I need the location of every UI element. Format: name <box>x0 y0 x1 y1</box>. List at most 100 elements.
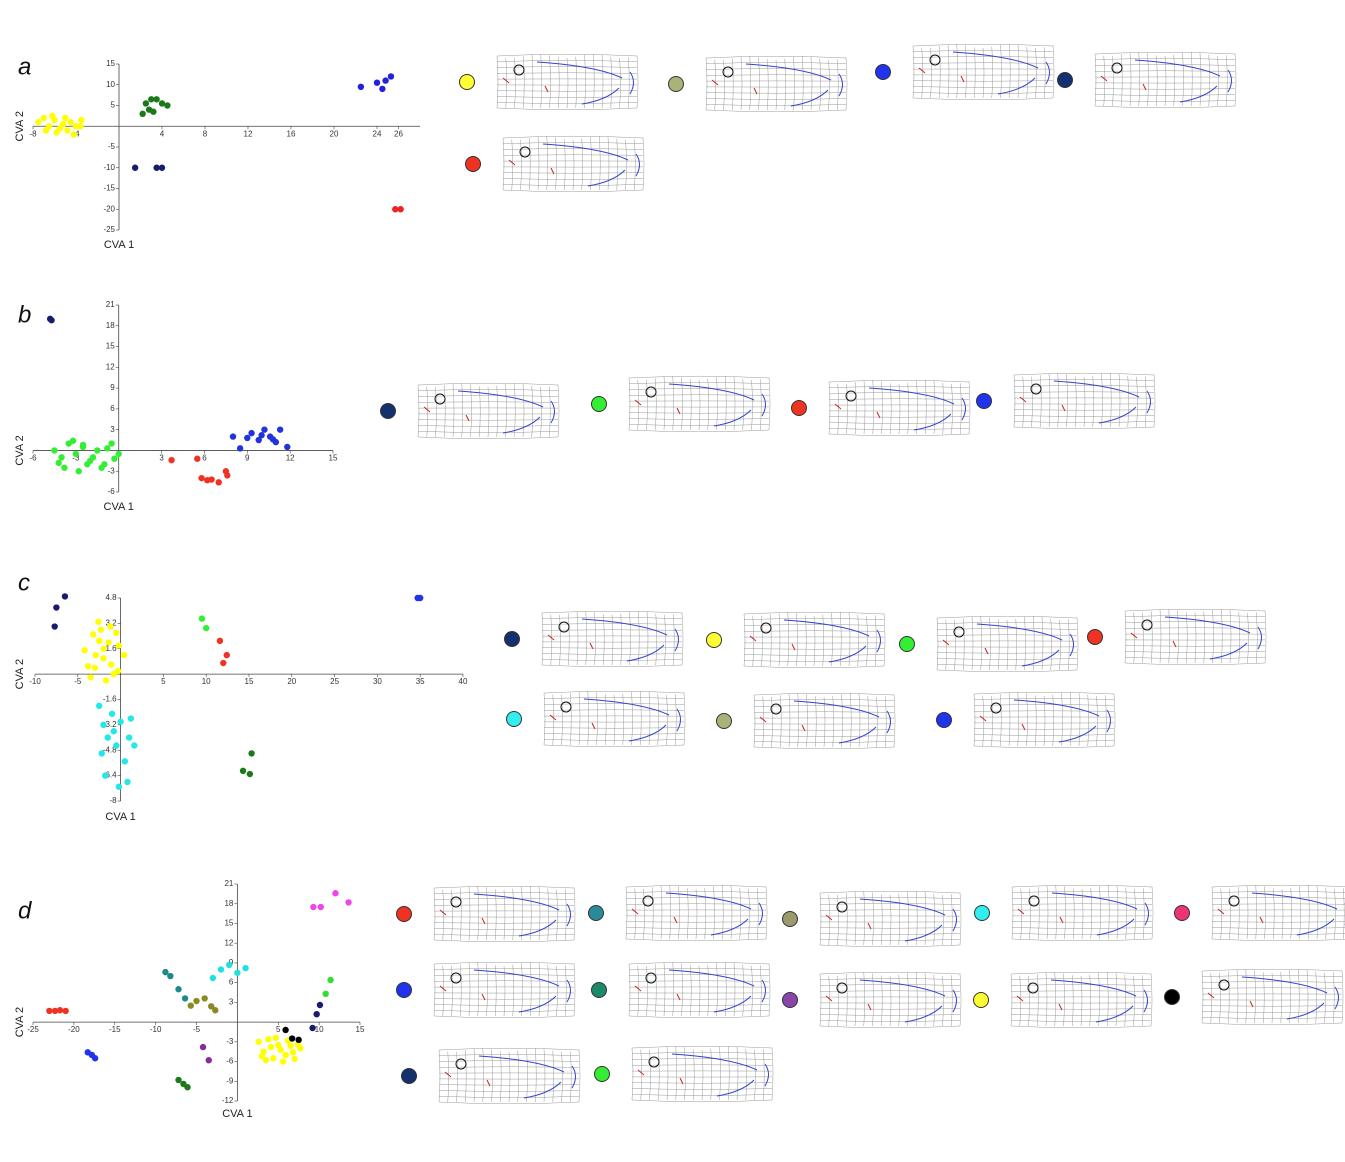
point <box>62 1007 69 1015</box>
y-tick-label: 9 <box>229 958 234 967</box>
group-swatch <box>396 982 412 998</box>
point <box>104 734 111 741</box>
grid-lines <box>936 615 1079 673</box>
y-tick-label: -20 <box>103 204 115 213</box>
group-swatch <box>976 393 992 409</box>
landmark-curve <box>859 979 957 1023</box>
point <box>379 85 386 93</box>
y-tick-label: 6 <box>229 978 234 987</box>
point <box>108 710 116 717</box>
point <box>261 426 268 433</box>
deformation-grid <box>899 615 1079 673</box>
landmark-ring <box>513 64 525 76</box>
point <box>121 758 129 765</box>
deformation-grid <box>706 611 886 669</box>
point <box>332 890 339 897</box>
grid-lines <box>912 43 1055 101</box>
deformation-grid <box>1057 51 1237 109</box>
point <box>279 1058 287 1065</box>
point <box>255 1038 262 1046</box>
group-swatch <box>465 156 481 172</box>
landmark-curve <box>581 618 679 662</box>
point <box>201 995 208 1002</box>
point <box>322 990 329 998</box>
point <box>120 651 128 659</box>
point <box>229 433 237 440</box>
landmark-curve <box>1053 380 1151 424</box>
point <box>313 1011 320 1018</box>
point <box>255 436 262 444</box>
point <box>98 750 105 757</box>
group-swatch <box>875 64 891 80</box>
grid-lines <box>1010 971 1153 1029</box>
x-tick-label: 5 <box>161 677 166 686</box>
point <box>239 767 247 775</box>
point <box>69 437 77 444</box>
y-tick-label: -12 <box>222 1096 234 1105</box>
point <box>55 459 62 467</box>
deformation-grid <box>588 884 768 942</box>
x-tick-label: 6 <box>202 454 207 463</box>
x-tick-label: -8 <box>29 129 37 138</box>
x-tick-label: 10 <box>202 677 211 686</box>
x-tick-label: 25 <box>330 677 339 686</box>
x-tick-label: -3 <box>72 454 80 463</box>
landmark-links <box>749 635 796 651</box>
deformation-grid <box>875 43 1055 101</box>
point <box>269 436 277 443</box>
point <box>148 96 155 103</box>
landmark-ring <box>455 1058 467 1070</box>
grid-lines <box>541 610 684 668</box>
group-swatch <box>591 396 607 412</box>
point <box>115 783 123 790</box>
deformation-grid <box>1164 968 1344 1026</box>
point <box>310 903 317 911</box>
grid-lines <box>1013 372 1156 430</box>
landmark-ring <box>434 393 446 405</box>
y-tick-label: 21 <box>106 300 115 309</box>
group-swatch <box>936 712 952 728</box>
point <box>58 454 65 461</box>
landmark-ring <box>929 54 941 66</box>
landmark-links <box>834 403 881 419</box>
y-tick-label: -1.6 <box>103 695 117 704</box>
point <box>309 1024 316 1032</box>
deformation-grid <box>380 382 560 440</box>
y-tick-label: 5 <box>111 101 116 110</box>
point <box>175 986 182 993</box>
panel: a-8-448121620242615105-5-10-15-20-25CVA … <box>14 43 1237 251</box>
point <box>212 1007 219 1014</box>
point <box>220 659 227 667</box>
point <box>100 645 107 652</box>
point <box>199 1043 207 1051</box>
x-tick-label: -25 <box>27 1025 39 1034</box>
point <box>91 1055 99 1062</box>
landmark-ring <box>1030 383 1042 395</box>
x-axis-title: CVA 1 <box>222 1108 252 1120</box>
y-tick-label: -4.8 <box>103 745 117 754</box>
landmark-curve <box>473 893 571 937</box>
point <box>94 447 101 454</box>
group-swatch <box>459 74 475 90</box>
point <box>287 1042 294 1049</box>
point <box>75 468 82 475</box>
y-axis-title: CVA 2 <box>14 1007 26 1037</box>
y-tick-label: 12 <box>224 938 233 947</box>
point <box>67 118 74 126</box>
point <box>89 454 97 461</box>
point <box>98 464 105 471</box>
x-tick-label: -10 <box>150 1025 162 1034</box>
panel-label: b <box>18 301 31 328</box>
landmark-ring <box>560 701 572 713</box>
landmark-ring <box>1218 979 1230 991</box>
point <box>56 1007 64 1014</box>
deformation-grid <box>465 135 645 193</box>
grid-lines <box>628 961 771 1019</box>
panel-label: d <box>18 897 32 924</box>
landmark-ring <box>953 626 965 638</box>
point <box>61 593 69 600</box>
group-swatch <box>1174 905 1190 921</box>
y-axis-title: CVA 2 <box>14 435 26 465</box>
deformation-grid <box>782 890 962 948</box>
landmark-curve <box>1050 979 1148 1023</box>
